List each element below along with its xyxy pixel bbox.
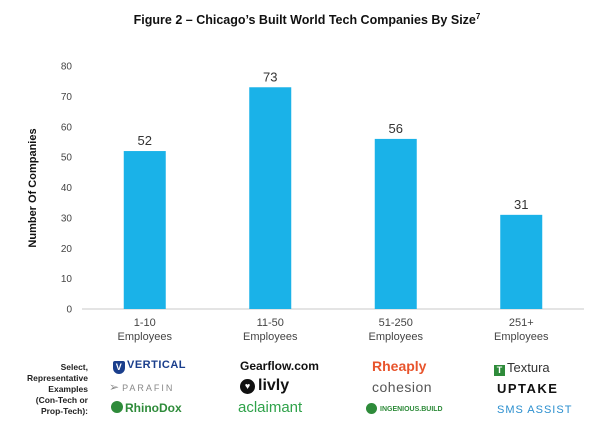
livly-logo: ♥ livly bbox=[240, 377, 289, 395]
parafin-logo: ➢ PARAFIN bbox=[109, 380, 174, 394]
t-block-icon: T bbox=[494, 365, 505, 376]
x-tick-label: 1-10 bbox=[134, 317, 156, 329]
examples-label: Select, Representative Examples (Con-Tec… bbox=[10, 362, 88, 417]
y-tick-label: 80 bbox=[61, 62, 73, 73]
x-tick-label: Employees bbox=[369, 331, 424, 343]
y-tick-label: 40 bbox=[61, 183, 73, 194]
bar-value-label: 56 bbox=[389, 121, 403, 136]
x-tick-label: 251+ bbox=[509, 317, 534, 329]
cohesion-logo: cohesion bbox=[372, 379, 432, 395]
paper-plane-icon: ➢ bbox=[109, 380, 120, 394]
examples-label-line: Prop-Tech): bbox=[40, 406, 88, 416]
y-axis-label: Number Of Companies bbox=[27, 128, 39, 247]
examples-label-line: (Con-Tech or bbox=[35, 395, 88, 405]
y-tick-label: 0 bbox=[66, 305, 72, 316]
x-tick-label: 51-250 bbox=[379, 317, 413, 329]
x-tick-label: Employees bbox=[243, 331, 298, 343]
bar bbox=[123, 151, 166, 309]
bar bbox=[249, 87, 292, 309]
uptake-logo: UPTAKE bbox=[497, 381, 558, 396]
chart-title-text: Figure 2 – Chicago’s Built World Tech Co… bbox=[134, 13, 476, 27]
cohesion-logo-text: cohesion bbox=[372, 379, 433, 395]
y-tick-label: 70 bbox=[61, 92, 73, 103]
rheaply-logo-text: Rheaply bbox=[372, 358, 427, 374]
y-tick-label: 60 bbox=[61, 122, 73, 133]
rhino-icon bbox=[111, 401, 123, 413]
aclaimant-logo: aclaimant bbox=[238, 399, 302, 416]
gearflow-logo-text: Gearflow.com bbox=[240, 359, 319, 373]
ingenious-build-logo: INGENIOUS.BUILD bbox=[366, 403, 443, 414]
examples-label-line: Select, bbox=[60, 362, 88, 372]
chart-title: Figure 2 – Chicago’s Built World Tech Co… bbox=[134, 12, 481, 27]
leaf-circle-icon bbox=[366, 403, 377, 414]
y-tick-label: 10 bbox=[61, 274, 73, 285]
bar-value-label: 31 bbox=[514, 197, 528, 212]
textura-logo-text: Textura bbox=[507, 360, 550, 375]
sms-assist-logo: SMS ASSIST bbox=[497, 404, 572, 416]
v-shield-icon: V bbox=[113, 361, 125, 374]
rhinodox-logo: RhinoDox bbox=[111, 401, 182, 415]
y-tick-label: 30 bbox=[61, 213, 73, 224]
x-tick-label: 11-50 bbox=[257, 317, 284, 329]
chart-title-superscript: 7 bbox=[476, 12, 481, 21]
vertical-logo: V VERTICAL bbox=[113, 359, 186, 374]
examples-label-line: Examples bbox=[48, 384, 88, 394]
bar-value-label: 52 bbox=[138, 133, 152, 148]
vertical-logo-text: VERTICAL bbox=[127, 359, 186, 371]
x-tick-label: Employees bbox=[494, 331, 549, 343]
bar bbox=[500, 214, 543, 309]
examples-label-line: Representative bbox=[27, 373, 88, 383]
x-tick-label: Employees bbox=[118, 331, 173, 343]
bar-value-label: 73 bbox=[263, 69, 277, 84]
livly-logo-text: livly bbox=[258, 377, 290, 394]
parafin-logo-text: PARAFIN bbox=[122, 383, 175, 393]
rheaply-logo: Rheaply bbox=[372, 358, 426, 374]
sms-assist-logo-text: SMS ASSIST bbox=[497, 404, 573, 416]
heart-badge-icon: ♥ bbox=[240, 379, 255, 394]
gearflow-logo: Gearflow.com bbox=[240, 359, 319, 373]
y-tick-label: 50 bbox=[61, 153, 73, 164]
uptake-logo-text: UPTAKE bbox=[497, 381, 559, 396]
bar bbox=[374, 138, 417, 309]
y-tick-label: 20 bbox=[61, 244, 73, 255]
rhinodox-logo-text: RhinoDox bbox=[125, 401, 182, 415]
aclaimant-logo-text: aclaimant bbox=[238, 399, 303, 416]
textura-logo: T Textura bbox=[494, 360, 550, 376]
ingenious-build-logo-text: INGENIOUS.BUILD bbox=[380, 406, 443, 413]
